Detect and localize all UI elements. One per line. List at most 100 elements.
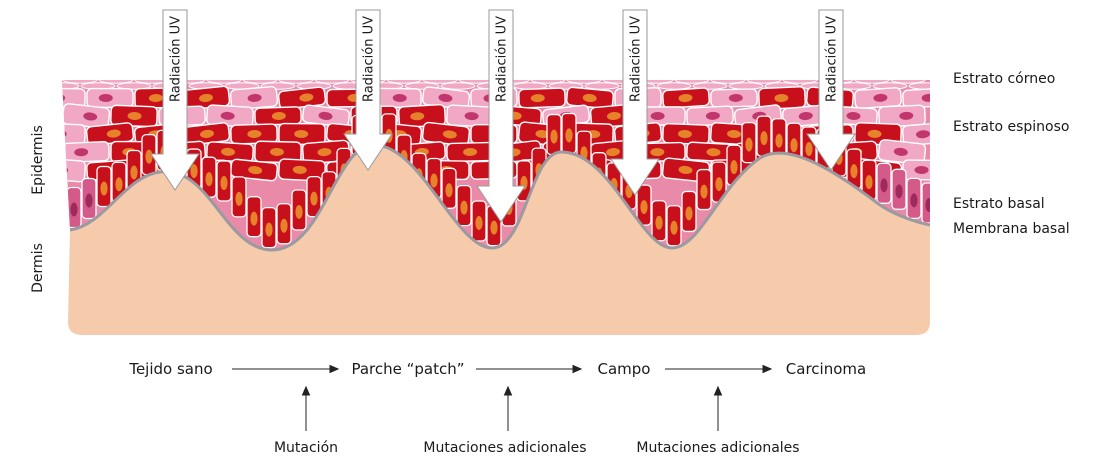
basal-cell	[651, 200, 667, 242]
corneum-cell	[657, 71, 691, 77]
corneum-cell	[693, 71, 727, 77]
spinous-cell	[85, 122, 135, 146]
uv-arrow-label: Radiación UV	[495, 16, 510, 102]
corneum-cell	[908, 82, 930, 90]
basal-cell	[861, 159, 877, 201]
spinous-cell	[206, 141, 254, 163]
basal-cell	[306, 175, 322, 218]
corneum-cell	[117, 71, 151, 77]
label-epidermis: Epidermis	[30, 125, 46, 194]
corneum-cell	[566, 80, 602, 84]
basal-cell	[261, 207, 277, 249]
spinous-cell	[374, 87, 422, 109]
basal-cell	[921, 182, 930, 224]
cause-additional-mutations-2: Mutaciones adicionales	[636, 440, 799, 456]
corneum-cell	[206, 80, 242, 84]
uv-arrow: Radiación UV	[610, 9, 660, 196]
uv-arrow-label: Radiación UV	[825, 16, 840, 102]
spinous-cell	[446, 141, 494, 163]
basal-cell	[81, 177, 97, 220]
corneum-cell	[225, 71, 259, 77]
basal-cell	[231, 176, 247, 218]
label-stratum-spinosum: Estrato espinoso	[953, 119, 1069, 135]
spinous-cell	[877, 139, 927, 165]
stage-healthy-tissue: Tejido sano	[128, 360, 212, 378]
spinous-cell	[301, 104, 351, 128]
basal-cell	[201, 156, 217, 198]
corneum-cell	[441, 71, 475, 77]
cause-additional-mutations-1: Mutaciones adicionales	[423, 440, 586, 456]
basal-cell	[216, 160, 232, 202]
spinous-cell	[278, 158, 326, 182]
spinous-cell	[662, 123, 710, 145]
basal-cell	[756, 115, 772, 157]
spinous-cell	[110, 104, 158, 128]
spinous-cell	[398, 103, 446, 129]
corneum-cell	[854, 80, 890, 84]
corneum-cell	[746, 80, 782, 84]
corneum-cell	[422, 80, 458, 84]
corneum-cell	[81, 71, 115, 77]
stage-carcinoma: Carcinoma	[786, 360, 866, 378]
spinous-cell	[254, 106, 302, 126]
corneum-cell	[405, 71, 439, 77]
corneum-cell	[710, 80, 746, 84]
basal-cell	[276, 203, 292, 245]
corneum-cell	[458, 80, 494, 84]
basal-cell	[546, 113, 562, 156]
spinous-cell	[277, 86, 327, 110]
corneum-cell	[98, 80, 134, 84]
basal-cell	[681, 190, 697, 233]
corneum-cell	[890, 80, 926, 84]
spinous-cell	[902, 87, 930, 109]
spinous-cell	[230, 123, 278, 145]
spinous-cell	[878, 104, 926, 128]
spinous-cell	[229, 85, 279, 111]
corneum-cell	[782, 80, 818, 84]
spinous-cell	[854, 122, 902, 146]
uv-arrow: Radiación UV	[806, 9, 856, 171]
corneum-cell	[530, 80, 566, 84]
basal-cell	[636, 184, 652, 226]
spinous-cell	[566, 86, 614, 110]
uv-arrow: Radiación UV	[150, 9, 200, 191]
basal-cell	[891, 168, 907, 210]
basal-cell	[726, 144, 742, 186]
label-stratum-corneum: Estrato córneo	[953, 71, 1055, 87]
corneum-cell	[873, 71, 907, 77]
spinous-cell	[62, 140, 110, 164]
corneum-cell	[242, 80, 278, 84]
uv-arrow: Radiación UV	[476, 9, 526, 223]
spinous-cell	[181, 85, 231, 111]
stage-patch: Parche “patch”	[351, 360, 464, 378]
corneum-cell	[386, 80, 422, 84]
corneum-cell	[584, 82, 620, 90]
label-stratum-basale: Estrato basal	[953, 196, 1045, 212]
corneum-cell	[440, 82, 476, 90]
basal-cell	[291, 189, 307, 231]
uv-arrow: Radiación UV	[343, 9, 393, 171]
corneum-cell	[314, 80, 350, 84]
corneum-cell	[729, 71, 763, 77]
spinous-cell	[254, 140, 302, 164]
corneum-cell	[62, 80, 98, 84]
corneum-cell	[278, 80, 314, 84]
basal-cell	[771, 118, 787, 160]
spinous-cell	[446, 104, 494, 128]
basal-cell	[441, 167, 457, 209]
corneum-cell	[909, 71, 943, 77]
basal-cell	[246, 196, 262, 238]
spinous-cell	[86, 87, 134, 109]
corneum-cell	[62, 82, 80, 90]
spinous-cell	[854, 87, 902, 109]
spinous-cell	[758, 86, 806, 110]
corneum-cell	[513, 71, 547, 77]
cause-mutation: Mutación	[274, 440, 338, 456]
basal-cell	[741, 121, 757, 164]
spinous-cell	[278, 122, 326, 146]
uv-arrows: Radiación UV Radiación UV Radiación UV Radi…	[150, 9, 856, 223]
spinous-cell	[206, 104, 254, 128]
basal-cell	[471, 200, 487, 242]
spinous-cell	[781, 104, 831, 128]
